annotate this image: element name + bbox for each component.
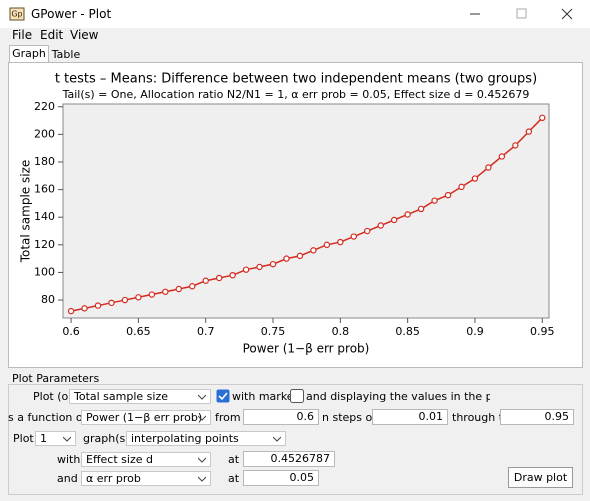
chart: t tests – Means: Difference between two … bbox=[19, 72, 555, 356]
y-tick-label: 120 bbox=[34, 238, 55, 251]
marker bbox=[67, 307, 75, 315]
label: n steps of bbox=[322, 411, 377, 424]
marker bbox=[323, 241, 331, 249]
marker bbox=[364, 227, 371, 235]
label: s a function of bbox=[8, 411, 87, 424]
y-tick-label: 100 bbox=[34, 265, 55, 278]
plot-area bbox=[62, 103, 550, 319]
chart-title: t tests – Means: Difference between two … bbox=[55, 72, 537, 87]
dropdown[interactable]: Total sample size bbox=[69, 389, 211, 404]
marker bbox=[296, 252, 304, 260]
text-input[interactable]: 0.95 bbox=[500, 409, 574, 425]
label: at bbox=[228, 472, 240, 485]
marker bbox=[512, 142, 519, 149]
x-tick-label: 0.9 bbox=[466, 325, 484, 338]
window-title: GPower - Plot bbox=[31, 7, 112, 21]
marker bbox=[337, 238, 344, 246]
app-icon: Gp bbox=[9, 7, 25, 21]
marker bbox=[390, 216, 398, 224]
marker bbox=[256, 263, 263, 271]
marker bbox=[350, 233, 357, 240]
label: with bbox=[57, 453, 81, 466]
marker bbox=[431, 197, 438, 204]
marker bbox=[229, 272, 236, 279]
marker bbox=[202, 277, 209, 284]
marker bbox=[175, 285, 182, 293]
marker bbox=[417, 205, 425, 213]
title-bar bbox=[0, 0, 590, 28]
marker bbox=[404, 211, 411, 218]
marker bbox=[242, 266, 250, 273]
y-tick-label: 160 bbox=[34, 183, 55, 196]
label: and bbox=[57, 472, 78, 485]
y-tick-label: 220 bbox=[34, 100, 55, 113]
x-axis-label: Power (1−β err prob) bbox=[243, 342, 370, 356]
label: from bbox=[215, 411, 241, 424]
text-input[interactable]: 0.01 bbox=[372, 409, 448, 425]
x-tick-label: 0.8 bbox=[332, 325, 350, 338]
dropdown[interactable]: Power (1−β err prob) bbox=[81, 410, 211, 425]
checkbox-label: with markers bbox=[232, 390, 304, 403]
dropdown[interactable]: α err prob bbox=[81, 471, 211, 486]
x-tick-label: 0.85 bbox=[395, 325, 420, 338]
dropdown[interactable]: interpolating points bbox=[126, 431, 286, 446]
marker bbox=[310, 247, 317, 254]
x-tick-label: 0.65 bbox=[126, 325, 151, 338]
marker bbox=[94, 302, 102, 309]
x-tick-label: 0.95 bbox=[530, 325, 555, 338]
y-tick-label: 80 bbox=[41, 293, 55, 306]
marker bbox=[283, 255, 290, 262]
label: at bbox=[228, 453, 240, 466]
marker bbox=[189, 283, 196, 290]
chart-subtitle: Tail(s) = One, Allocation ratio N2/N1 = … bbox=[62, 88, 530, 101]
menu-item[interactable]: View bbox=[70, 28, 99, 42]
marker bbox=[471, 175, 479, 182]
marker bbox=[121, 296, 129, 304]
marker bbox=[498, 153, 506, 160]
svg-text:Gp: Gp bbox=[11, 10, 22, 19]
y-tick-label: 140 bbox=[34, 210, 55, 223]
marker bbox=[377, 222, 384, 229]
marker bbox=[458, 183, 465, 191]
marker bbox=[148, 291, 156, 298]
dropdown[interactable]: 1 bbox=[35, 431, 76, 446]
checkbox[interactable] bbox=[290, 389, 304, 403]
marker bbox=[215, 274, 223, 282]
marker bbox=[162, 288, 169, 295]
label: through to bbox=[452, 411, 510, 424]
group-box bbox=[8, 384, 583, 495]
group-title: Plot Parameters bbox=[12, 372, 100, 385]
button[interactable]: Draw plot bbox=[508, 467, 573, 488]
y-axis-label: Total sample size bbox=[19, 160, 33, 264]
dropdown[interactable]: Effect size d bbox=[81, 452, 211, 467]
label: graph(s) bbox=[83, 432, 130, 445]
marker bbox=[269, 260, 277, 268]
y-tick-label: 200 bbox=[34, 127, 55, 140]
checkbox-checked[interactable] bbox=[216, 389, 230, 403]
tab-active[interactable]: Graph bbox=[9, 45, 49, 63]
marker bbox=[444, 191, 452, 199]
marker bbox=[525, 128, 533, 135]
x-tick-label: 0.6 bbox=[62, 325, 80, 338]
x-tick-label: 0.75 bbox=[261, 325, 286, 338]
marker bbox=[81, 305, 88, 312]
tab[interactable]: Table bbox=[51, 48, 81, 61]
marker bbox=[108, 299, 115, 307]
checkbox-label: and displaying the values in the plo bbox=[306, 390, 490, 403]
text-input[interactable]: 0.4526787 bbox=[243, 451, 335, 467]
y-tick-label: 180 bbox=[34, 155, 55, 168]
window-controls[interactable] bbox=[470, 6, 580, 22]
x-tick-label: 0.7 bbox=[197, 325, 215, 338]
menu-item[interactable]: File bbox=[12, 28, 33, 42]
marker bbox=[485, 164, 492, 171]
text-input[interactable]: 0.6 bbox=[243, 409, 319, 425]
label: Plot bbox=[13, 432, 34, 445]
text-input[interactable]: 0.05 bbox=[243, 470, 319, 486]
menu-item[interactable]: Edit bbox=[40, 28, 64, 42]
marker bbox=[539, 114, 546, 122]
marker bbox=[135, 294, 142, 301]
